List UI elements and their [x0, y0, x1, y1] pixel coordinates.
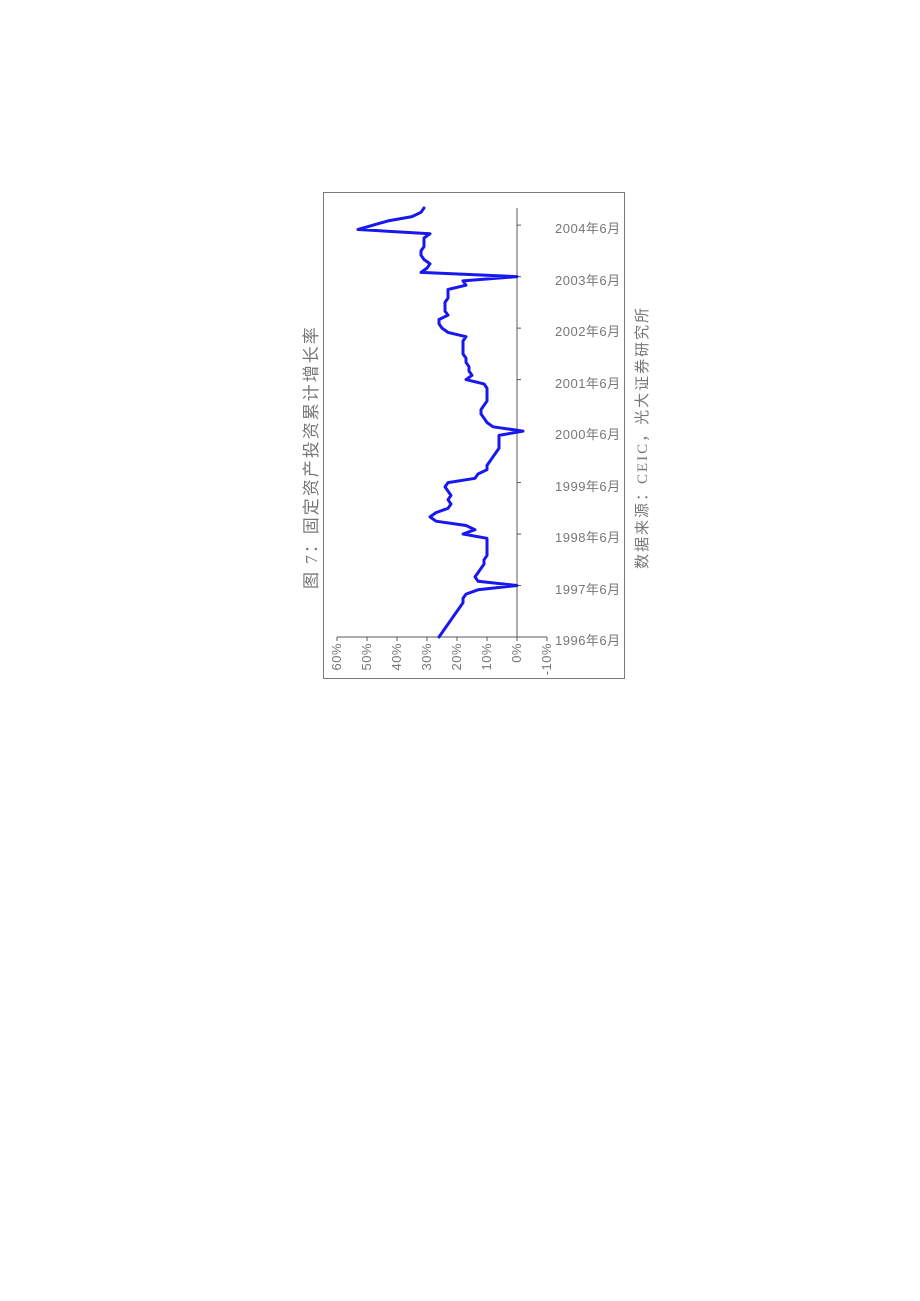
x-axis-labels: 1996年6月 1997年6月 1998年6月 1999年6月 2000年6月 2001年… [323, 192, 625, 679]
x-tick-label: 1998年6月 [555, 527, 621, 546]
x-tick-label: 2004年6月 [555, 218, 621, 237]
chart-title: 图 7：固定资产投资累计增长率 [297, 325, 322, 589]
chart-source: 数据来源：CEIC，光大证券研究所 [631, 306, 652, 569]
x-tick-label: 1997年6月 [555, 579, 621, 598]
x-tick-label: 1996年6月 [555, 630, 621, 649]
page: 图 7：固定资产投资累计增长率 数据来源：CEIC，光大证券研究所 -10%0%… [0, 0, 920, 1301]
x-tick-label: 2001年6月 [555, 373, 621, 392]
x-tick-label: 2000年6月 [555, 424, 621, 443]
x-tick-label: 2002年6月 [555, 321, 621, 340]
x-tick-label: 2003年6月 [555, 270, 621, 289]
x-tick-label: 1999年6月 [555, 476, 621, 495]
